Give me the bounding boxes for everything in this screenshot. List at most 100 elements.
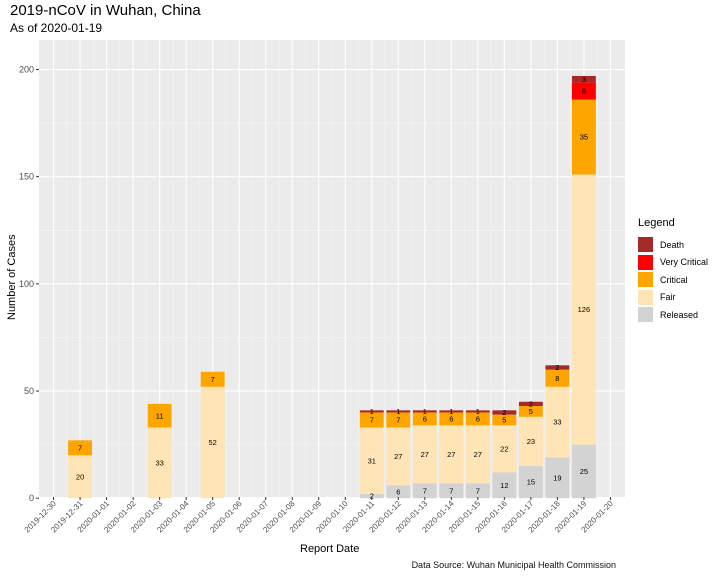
- bar-value-label: 6: [396, 487, 400, 496]
- legend-swatch-very-critical: [638, 254, 653, 270]
- legend-item-death: Death: [638, 236, 708, 253]
- legend-swatch-fair: [638, 289, 653, 305]
- bar-segment-death: [465, 410, 490, 413]
- bar-segment-very-critical: [571, 82, 596, 100]
- bar-value-label: 1: [449, 407, 453, 416]
- bar-segment-death: [545, 365, 570, 370]
- bar-segment-critical: [465, 412, 490, 426]
- bar-segment-fair: [465, 425, 490, 484]
- legend-label: Very Critical: [660, 257, 709, 267]
- bar-segment-critical: [200, 371, 225, 387]
- bar-value-label: 35: [580, 133, 588, 142]
- bar-segment-fair: [571, 174, 596, 445]
- chart-subtitle: As of 2020-01-19: [10, 21, 103, 35]
- bar-value-label: 126: [578, 305, 591, 314]
- bar-value-label: 27: [447, 450, 455, 459]
- bar-value-label: 7: [396, 416, 400, 425]
- bar-segment-fair: [412, 425, 437, 484]
- bar-value-label: 1: [476, 407, 480, 416]
- legend-item-released: Released: [638, 306, 708, 323]
- chart-title: 2019-nCoV in Wuhan, China: [10, 2, 201, 19]
- y-tick-label: 200: [19, 65, 34, 75]
- y-tick-label: 100: [19, 279, 34, 289]
- bar-value-label: 27: [421, 450, 429, 459]
- y-tick-label: 0: [29, 493, 34, 503]
- bar-value-label: 11: [156, 411, 164, 420]
- bar-value-label: 52: [209, 438, 217, 447]
- bar-value-label: 33: [155, 458, 163, 467]
- bar-segment-critical: [359, 412, 384, 428]
- bar-value-label: 7: [476, 486, 480, 495]
- legend-item-very-critical: Very Critical: [638, 254, 708, 271]
- legend-swatch-released: [638, 307, 653, 322]
- bar-segment-fair: [439, 425, 464, 484]
- bar-segment-critical: [68, 440, 93, 456]
- legend-label: Fair: [660, 292, 676, 302]
- bar-segment-critical: [412, 412, 437, 426]
- x-axis: 2019-12-302019-12-312020-01-012020-01-02…: [23, 497, 615, 534]
- bar-segment-fair: [386, 427, 411, 486]
- bar-value-label: 8: [555, 374, 559, 383]
- bar-value-label: 27: [474, 450, 482, 459]
- bar-value-labels: 2073311527231716277172761727617276112225…: [76, 75, 590, 501]
- bar-value-label: 6: [449, 415, 453, 424]
- y-axis: 0 50 100 150 200: [19, 65, 39, 503]
- legend-swatch-death: [638, 237, 653, 252]
- bar-segment-released: [412, 483, 437, 499]
- bar-segment-released: [518, 466, 543, 499]
- bar-value-label: 12: [500, 481, 508, 490]
- bar-value-label: 3: [582, 75, 586, 84]
- bar-segment-death: [439, 410, 464, 413]
- bar-segment-released: [545, 457, 570, 499]
- bar-segment-fair: [68, 455, 93, 499]
- bar-value-label: 6: [476, 415, 480, 424]
- bar-segment-critical: [571, 99, 596, 175]
- bar-value-label: 7: [423, 486, 427, 495]
- x-axis-title: Report Date: [300, 543, 360, 555]
- bar-segment-fair: [545, 386, 570, 458]
- bar-segment-fair: [359, 427, 384, 494]
- bar-segment-fair: [518, 416, 543, 467]
- data-source-caption: Data Source: Wuhan Municipal Health Comm…: [411, 560, 616, 570]
- bar-value-label: 7: [78, 443, 82, 452]
- bar-value-label: 2: [529, 399, 533, 408]
- bar-value-label: 22: [500, 445, 508, 454]
- legend-swatch-critical: [638, 272, 653, 287]
- bar-value-label: 7: [370, 416, 374, 425]
- bar-value-label: 1: [423, 407, 427, 416]
- bar-segment-critical: [147, 403, 172, 428]
- bar-value-label: 31: [368, 456, 376, 465]
- legend-title: Legend: [638, 217, 675, 229]
- bar-value-label: 8: [582, 87, 586, 96]
- bar-value-label: 5: [529, 407, 533, 416]
- bar-stacks: [68, 75, 596, 499]
- bar-value-label: 1: [396, 407, 400, 416]
- bar-value-label: 15: [527, 478, 535, 487]
- y-tick-label: 50: [24, 386, 34, 396]
- legend: Legend Death Very Critical Critical Fair…: [638, 217, 708, 324]
- bar-value-label: 2: [555, 363, 559, 372]
- bar-segment-death: [571, 75, 596, 83]
- bar-segment-released: [571, 444, 596, 499]
- bar-segment-released: [492, 472, 517, 499]
- bar-segment-death: [518, 401, 543, 407]
- bar-value-label: 33: [553, 418, 561, 427]
- bar-value-label: 6: [423, 415, 427, 424]
- legend-item-critical: Critical: [638, 271, 708, 288]
- bar-segment-released: [465, 483, 490, 499]
- legend-label: Death: [660, 239, 685, 250]
- legend-label: Released: [660, 309, 699, 320]
- bar-segment-fair: [492, 425, 517, 473]
- legend-label: Critical: [660, 274, 688, 285]
- bar-value-label: 25: [580, 467, 588, 476]
- legend-item-fair: Fair: [638, 289, 708, 306]
- y-tick-label: 150: [19, 172, 34, 182]
- bar-value-label: 2: [502, 408, 506, 417]
- bar-value-label: 20: [76, 472, 84, 481]
- bar-segment-death: [386, 410, 411, 413]
- bar-segment-released: [386, 485, 411, 499]
- bar-value-label: 2: [370, 492, 374, 501]
- bar-value-label: 27: [394, 452, 402, 461]
- bar-segment-fair: [147, 427, 172, 499]
